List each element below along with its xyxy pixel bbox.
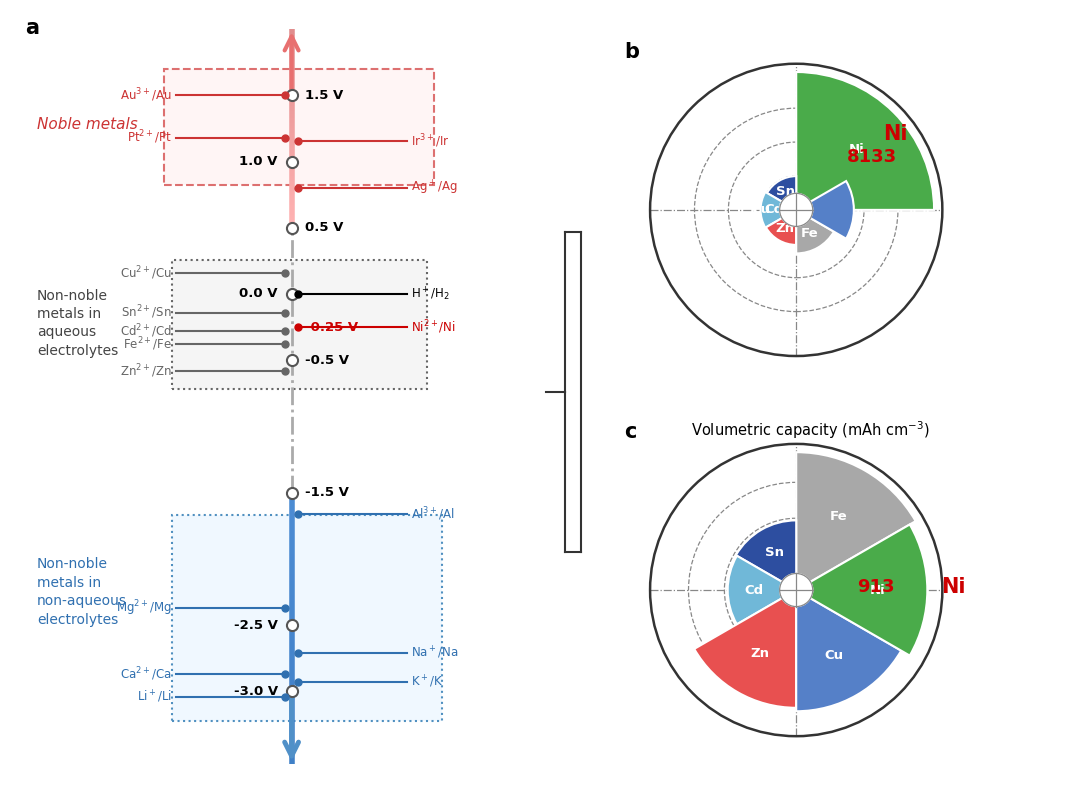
Text: Cu: Cu <box>751 204 770 216</box>
Text: a: a <box>26 18 40 39</box>
Text: Zn$^{2+}$/Zn: Zn$^{2+}$/Zn <box>120 362 172 379</box>
Text: b: b <box>624 42 639 62</box>
Text: H$^+$/H$_2$: H$^+$/H$_2$ <box>411 285 449 303</box>
Bar <box>172 260 427 390</box>
Text: Fe$^{2+}$/Fe: Fe$^{2+}$/Fe <box>123 336 172 353</box>
Text: Pt$^{2+}$/Pt: Pt$^{2+}$/Pt <box>127 129 172 147</box>
Text: Cd: Cd <box>744 584 764 596</box>
Text: -0.5 V: -0.5 V <box>306 354 350 367</box>
Text: Non-noble
metals in
aqueous
electrolytes: Non-noble metals in aqueous electrolytes <box>37 288 119 358</box>
Text: Cu: Cu <box>824 649 843 661</box>
Text: Ni: Ni <box>869 584 886 596</box>
Text: Noble metals: Noble metals <box>37 117 138 132</box>
Text: Fe: Fe <box>831 509 848 523</box>
Bar <box>164 69 434 185</box>
Wedge shape <box>728 556 796 624</box>
Text: c: c <box>624 422 636 442</box>
Wedge shape <box>796 452 916 590</box>
Text: Non-noble
metals in
non-aqueous
electrolytes: Non-noble metals in non-aqueous electrol… <box>37 558 127 626</box>
Text: Cd$^{2+}$/Cd: Cd$^{2+}$/Cd <box>120 322 172 340</box>
Text: Na$^+$/Na: Na$^+$/Na <box>411 645 459 661</box>
Text: Fe: Fe <box>801 227 819 240</box>
Circle shape <box>780 193 813 227</box>
Text: Li$^+$/Li: Li$^+$/Li <box>137 688 172 705</box>
Text: Ni: Ni <box>849 143 864 156</box>
Text: Sn$^{2+}$/Sn: Sn$^{2+}$/Sn <box>121 304 172 322</box>
Text: Zn: Zn <box>775 223 795 235</box>
Text: 1.5 V: 1.5 V <box>306 89 343 102</box>
Text: Ir$^{3+}$/Ir: Ir$^{3+}$/Ir <box>411 132 449 150</box>
Text: Cd: Cd <box>765 204 784 216</box>
Text: Sn: Sn <box>765 546 784 559</box>
Wedge shape <box>796 590 901 711</box>
Text: Ni: Ni <box>941 577 966 597</box>
Wedge shape <box>767 176 796 210</box>
Text: Cu$^{2+}$/Cu: Cu$^{2+}$/Cu <box>120 264 172 282</box>
Text: -3.0 V: -3.0 V <box>233 685 278 698</box>
Text: 0.0 V: 0.0 V <box>239 287 278 300</box>
Text: 1.0 V: 1.0 V <box>240 155 278 168</box>
Text: -0.25 V: -0.25 V <box>306 321 359 333</box>
Wedge shape <box>796 72 934 210</box>
Wedge shape <box>796 210 834 253</box>
Wedge shape <box>796 524 928 656</box>
Text: -2.5 V: -2.5 V <box>234 619 278 632</box>
Text: 913: 913 <box>858 578 895 596</box>
Text: Volumetric capacity (mAh cm$^{-3}$): Volumetric capacity (mAh cm$^{-3}$) <box>691 420 929 441</box>
Text: 0.5 V: 0.5 V <box>306 221 343 234</box>
Wedge shape <box>694 590 796 708</box>
Text: Ni$^{2+}$/Ni: Ni$^{2+}$/Ni <box>411 318 456 336</box>
Wedge shape <box>760 192 796 228</box>
Circle shape <box>780 573 813 607</box>
Text: 8133: 8133 <box>847 148 897 166</box>
Text: Al$^{3+}$/Al: Al$^{3+}$/Al <box>411 505 455 523</box>
Text: Zn: Zn <box>751 647 769 660</box>
Bar <box>172 516 442 721</box>
Text: Au$^{3+}$/Au: Au$^{3+}$/Au <box>120 86 172 104</box>
Wedge shape <box>735 520 796 590</box>
Text: Ag$^+$/Ag: Ag$^+$/Ag <box>411 179 458 197</box>
Wedge shape <box>766 210 796 245</box>
Text: Ni: Ni <box>883 124 907 144</box>
Text: -1.5 V: -1.5 V <box>306 486 349 499</box>
Text: Ca$^{2+}$/Ca: Ca$^{2+}$/Ca <box>121 665 172 683</box>
Text: Sn: Sn <box>777 185 795 198</box>
Text: K$^+$/K: K$^+$/K <box>411 674 443 691</box>
Wedge shape <box>796 181 854 238</box>
Text: Mg$^{2+}$/Mg: Mg$^{2+}$/Mg <box>117 598 172 618</box>
